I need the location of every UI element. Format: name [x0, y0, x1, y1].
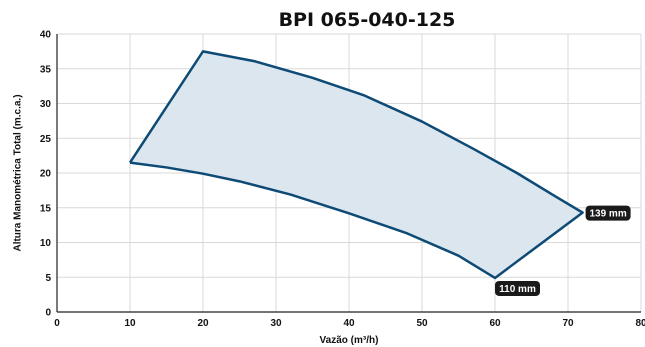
annotation-badge-bg — [585, 205, 631, 221]
y-tick-label: 30 — [40, 99, 52, 110]
x-tick-label: 30 — [270, 318, 282, 329]
series-line-139mm — [128, 50, 584, 214]
annotation-badge: 139 mm — [585, 205, 631, 221]
x-tick-label: 0 — [54, 318, 60, 329]
y-axis-label: Altura Manométrica Total (m.c.a.) — [13, 94, 24, 251]
operating-area — [128, 50, 584, 280]
x-tick-label: 20 — [197, 318, 209, 329]
y-tick-label: 5 — [45, 273, 51, 284]
x-tick-label: 40 — [343, 318, 355, 329]
impeller-labels: 139 mm 110 mm — [495, 205, 631, 296]
chart-title: BPI 065-040-125 — [279, 9, 456, 31]
annotation-label: 139 mm — [589, 209, 626, 220]
x-tick-label: 10 — [124, 318, 136, 329]
y-tick-label: 10 — [40, 238, 52, 249]
y-tick-label: 25 — [40, 134, 52, 145]
x-axis-label: Vazão (m³/h) — [320, 335, 379, 346]
y-tick-label: 0 — [45, 308, 51, 319]
series-line-110mm — [129, 161, 496, 280]
annotation-label: 110 mm — [499, 284, 536, 295]
x-tick-label: 60 — [489, 318, 501, 329]
y-tick-label: 15 — [40, 203, 52, 214]
annotation-badge-bg — [495, 280, 540, 296]
x-tick-label: 70 — [562, 318, 574, 329]
tick-labels: 0 10 20 30 40 50 60 70 80 0 5 10 15 20 25 30 35 40 — [40, 30, 645, 330]
x-tick-label: 50 — [416, 318, 428, 329]
y-tick-label: 20 — [40, 169, 52, 180]
annotation-badge: 110 mm — [495, 280, 540, 296]
axes — [56, 34, 641, 313]
y-tick-label: 35 — [40, 64, 52, 75]
x-tick-label: 80 — [635, 318, 645, 329]
y-tick-label: 40 — [40, 30, 52, 41]
operating-area-fill — [130, 51, 583, 278]
max-flow-edge — [493, 211, 584, 280]
